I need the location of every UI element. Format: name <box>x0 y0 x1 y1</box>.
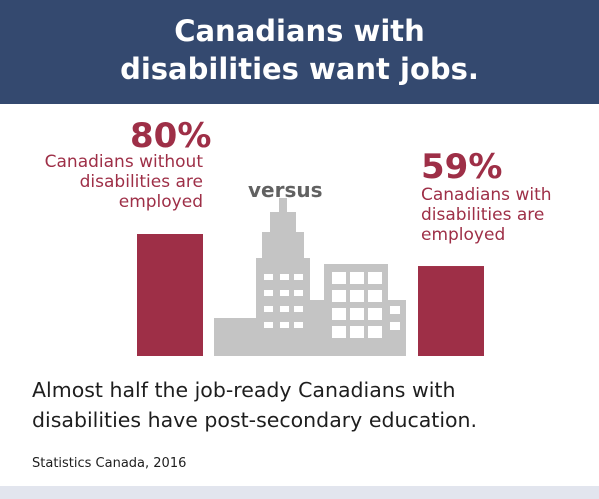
building-small-window <box>390 306 400 314</box>
caption-line: Almost half the job-ready Canadians with <box>32 378 456 402</box>
category-label-line: employed <box>421 225 506 245</box>
page-title: Canadians with disabilities want jobs. <box>0 12 599 88</box>
category-label-line: Canadians with <box>421 185 552 205</box>
office-windows <box>332 272 382 338</box>
tower-windows <box>264 274 303 328</box>
building-small-window <box>390 322 400 330</box>
caption-line: disabilities have post-secondary educati… <box>32 408 478 432</box>
value-label-without-disabilities: 80% <box>130 116 212 156</box>
city-skyline-illustration <box>214 198 406 356</box>
title-line-1: Canadians with <box>174 14 425 48</box>
title-line-2: disabilities want jobs. <box>120 52 479 86</box>
bars-group <box>137 234 484 356</box>
category-label-line: disabilities are <box>421 205 545 225</box>
caption: Almost half the job-ready Canadians with… <box>32 375 572 435</box>
building-mid <box>308 300 326 356</box>
value-label-with-disabilities: 59% <box>421 147 503 187</box>
building-base <box>214 318 260 356</box>
category-label-without-disabilities: Canadians without disabilities are emplo… <box>28 152 203 212</box>
building-tower-upper <box>262 232 304 262</box>
building-tower-top <box>270 212 296 234</box>
footer-strip <box>0 486 599 499</box>
category-label-line: Canadians without <box>44 152 203 172</box>
source-citation: Statistics Canada, 2016 <box>32 456 187 471</box>
category-label-line: employed <box>118 192 203 212</box>
bar-without-disabilities <box>137 234 203 356</box>
building-tower-spire <box>279 198 287 214</box>
category-label-with-disabilities: Canadians with disabilities are employed <box>421 185 596 245</box>
bar-with-disabilities <box>418 266 484 356</box>
category-label-line: disabilities are <box>79 172 203 192</box>
header-banner: Canadians with disabilities want jobs. <box>0 0 599 104</box>
